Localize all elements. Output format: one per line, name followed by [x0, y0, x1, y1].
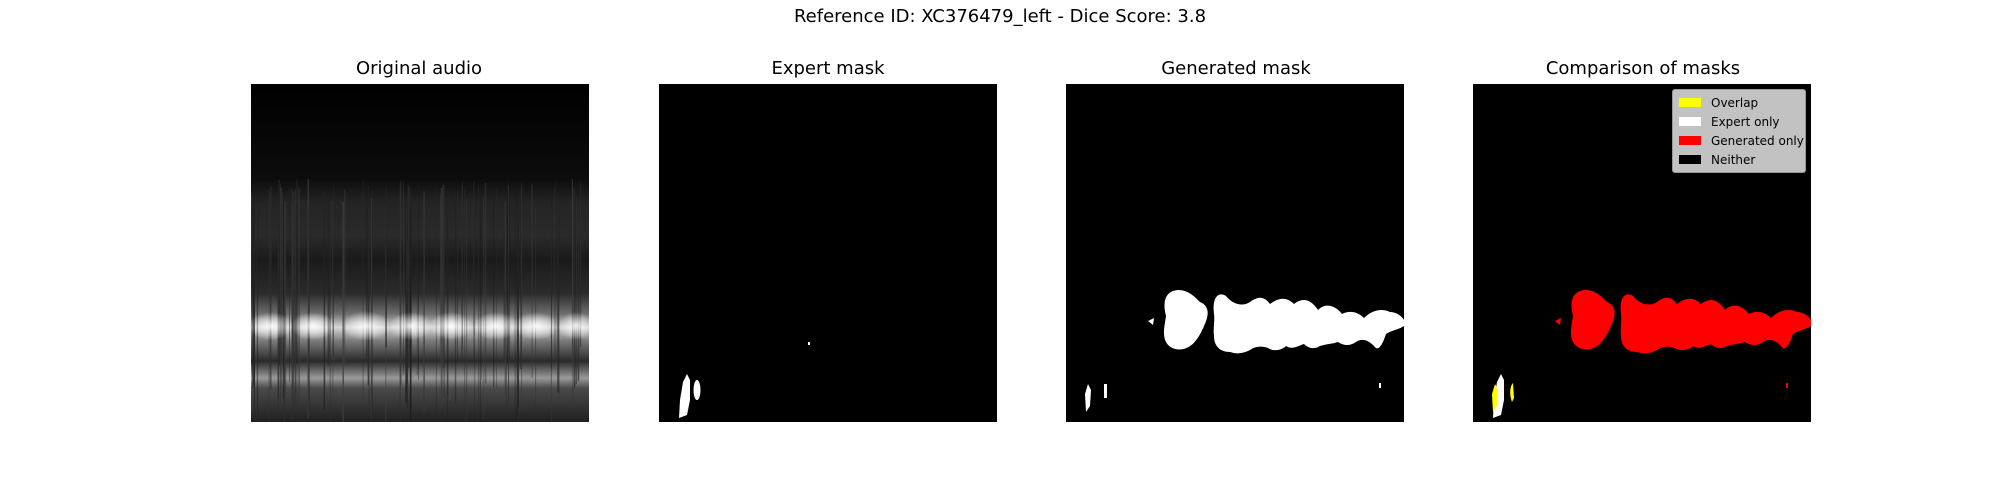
expert-mask-image — [659, 84, 997, 422]
legend-label-expert-only: Expert only — [1711, 114, 1780, 129]
legend-swatch-overlap — [1679, 98, 1701, 107]
legend-item-overlap: Overlap — [1679, 93, 1799, 112]
legend-swatch-neither — [1679, 155, 1701, 164]
panel-title-original-audio: Original audio — [355, 58, 483, 79]
legend-item-expert-only: Expert only — [1679, 112, 1799, 131]
legend-label-overlap: Overlap — [1711, 95, 1759, 110]
figure-title: Reference ID: XC376479_left - Dice Score… — [793, 6, 1207, 27]
generated-mask-image — [1066, 84, 1404, 422]
panel-title-expert-mask: Expert mask — [771, 58, 885, 79]
legend-label-generated-only: Generated only — [1711, 133, 1804, 148]
legend-item-generated-only: Generated only — [1679, 131, 1804, 150]
panel-title-generated-mask: Generated mask — [1161, 58, 1311, 79]
comparison-mask-image: Overlap Expert only Generated only Neith… — [1473, 84, 1811, 422]
panel-title-comparison: Comparison of masks — [1545, 58, 1741, 79]
legend-item-neither: Neither — [1679, 150, 1799, 169]
mask-legend: Overlap Expert only Generated only Neith… — [1672, 89, 1806, 173]
legend-label-neither: Neither — [1711, 152, 1756, 167]
spectrogram-image — [251, 84, 589, 422]
legend-swatch-expert-only — [1679, 117, 1701, 126]
legend-swatch-generated-only — [1679, 136, 1701, 145]
